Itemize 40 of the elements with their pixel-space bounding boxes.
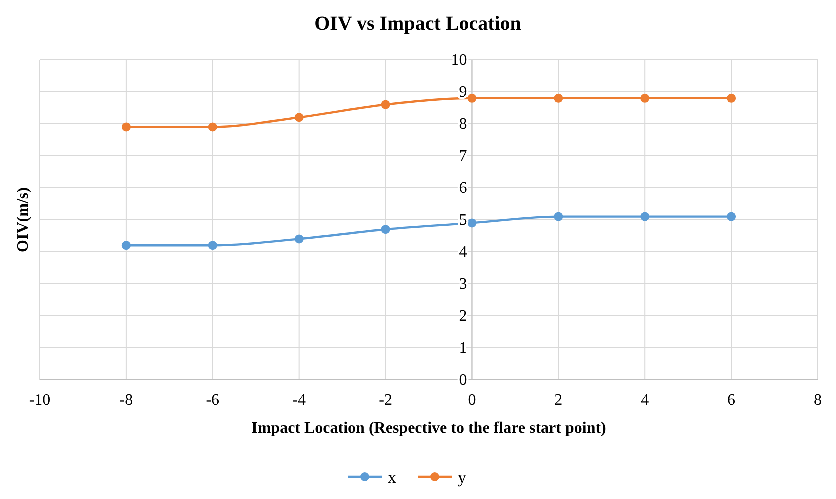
point xyxy=(727,212,736,222)
x-tick-label: -2 xyxy=(379,392,392,409)
x-tick-label: 4 xyxy=(641,392,650,409)
point xyxy=(640,212,650,222)
x-axis-title: Impact Location (Respective to the flare start point) xyxy=(252,420,606,437)
point xyxy=(468,218,477,228)
x-tick-label: -6 xyxy=(206,392,220,409)
x-tick-label: -8 xyxy=(120,392,134,409)
y-axis-title: OIV(m/s) xyxy=(15,188,32,252)
point xyxy=(381,225,390,234)
point xyxy=(294,113,304,122)
point xyxy=(122,241,131,250)
y-tick-label: 1 xyxy=(459,340,468,357)
y-tick-label: 6 xyxy=(459,180,468,197)
point xyxy=(381,100,390,110)
y-tick-label: 2 xyxy=(459,308,468,325)
x-tick-label: 2 xyxy=(554,392,563,409)
y-tick-label: 3 xyxy=(459,276,468,293)
point xyxy=(208,122,218,132)
point xyxy=(727,94,736,103)
x-tick-label: 6 xyxy=(728,392,736,409)
point xyxy=(468,94,477,103)
point xyxy=(294,234,304,244)
y-tick-label: 0 xyxy=(459,372,468,389)
x-tick-label: -4 xyxy=(292,392,306,409)
chart-title: OIV vs Impact Location xyxy=(314,13,522,35)
point xyxy=(122,122,131,132)
point xyxy=(640,94,650,103)
y-tick-label: 4 xyxy=(459,244,468,261)
y-tick-label: 10 xyxy=(451,52,468,69)
point xyxy=(554,94,564,103)
legend-label: y xyxy=(458,468,467,487)
point xyxy=(554,212,564,222)
y-tick-label: 7 xyxy=(459,148,468,165)
point xyxy=(208,241,218,250)
x-tick-label: -10 xyxy=(29,392,51,409)
y-tick-label: 8 xyxy=(459,116,468,133)
legend-label: x xyxy=(388,468,397,487)
x-tick-label: 8 xyxy=(814,392,822,409)
y-tick-label: 9 xyxy=(459,84,468,101)
